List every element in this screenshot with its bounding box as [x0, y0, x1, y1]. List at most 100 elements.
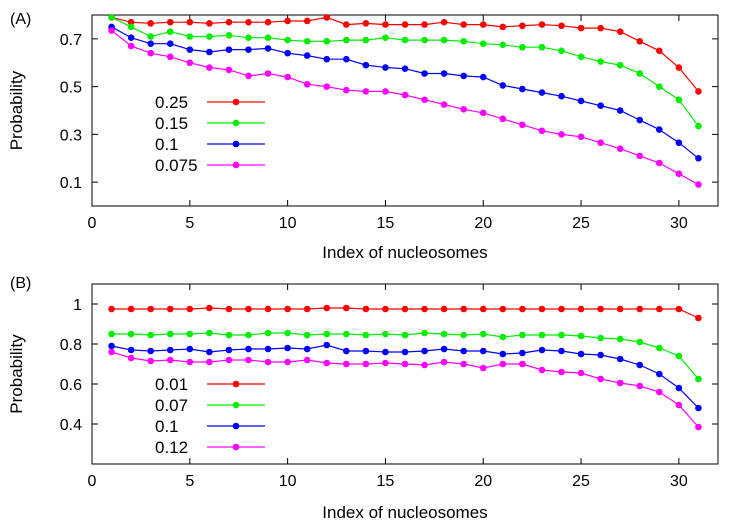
- plot-frame: [91, 14, 719, 207]
- data-point: [206, 329, 213, 337]
- data-point: [323, 55, 331, 63]
- x-tick-label: 20: [474, 473, 492, 490]
- legend-label: 0.1: [155, 135, 179, 154]
- plot-frame: [91, 283, 719, 465]
- data-point: [147, 347, 154, 355]
- data-point: [323, 341, 331, 349]
- data-point: [636, 338, 644, 346]
- data-point: [362, 20, 370, 27]
- y-tick-label: 0.3: [60, 127, 82, 144]
- data-point: [675, 139, 683, 147]
- data-point: [499, 360, 507, 368]
- legend-label: 0.12: [155, 438, 188, 457]
- data-point: [519, 331, 526, 339]
- data-point: [421, 36, 428, 44]
- legend-marker: [232, 140, 240, 148]
- legend-entry: 0.01: [155, 375, 265, 394]
- data-point: [382, 359, 389, 367]
- x-tick-label: 15: [377, 215, 395, 232]
- data-point: [186, 18, 194, 26]
- data-point: [186, 358, 194, 366]
- data-point: [499, 333, 507, 341]
- y-axis-label: Probability: [7, 70, 26, 150]
- data-point: [108, 348, 115, 356]
- data-point: [206, 348, 213, 356]
- data-point: [519, 360, 526, 368]
- series-line: [111, 332, 699, 380]
- data-point: [460, 360, 467, 368]
- data-point: [597, 351, 604, 359]
- data-point: [186, 59, 194, 67]
- data-point: [147, 20, 154, 27]
- data-point: [499, 23, 507, 31]
- data-point: [245, 72, 252, 80]
- data-point: [597, 334, 604, 342]
- data-point: [675, 401, 683, 409]
- data-point: [303, 305, 311, 313]
- data-point: [303, 52, 311, 59]
- series-0.01: [108, 304, 702, 322]
- legend-marker: [232, 119, 240, 127]
- series-0.075: [108, 27, 702, 188]
- data-point: [440, 305, 448, 313]
- y-axis-label: Probability: [7, 334, 26, 414]
- data-point: [206, 20, 213, 27]
- data-point: [479, 330, 487, 338]
- x-tick-label: 30: [670, 215, 688, 232]
- data-point: [362, 360, 370, 368]
- data-point: [284, 49, 291, 57]
- legend-entry: 0.1: [155, 417, 265, 436]
- data-point: [264, 34, 272, 41]
- data-point: [675, 64, 683, 71]
- data-point: [225, 305, 233, 313]
- data-point: [343, 55, 350, 63]
- legend-marker: [232, 401, 240, 409]
- data-point: [577, 350, 585, 358]
- data-point: [499, 305, 507, 313]
- data-point: [656, 370, 663, 378]
- data-point: [479, 73, 487, 81]
- data-point: [538, 305, 546, 313]
- data-point: [303, 37, 311, 45]
- data-point: [245, 305, 252, 313]
- data-point: [284, 36, 291, 44]
- data-point: [538, 127, 546, 135]
- data-point: [303, 80, 311, 88]
- y-tick-label: 0.4: [60, 417, 82, 434]
- data-point: [695, 154, 702, 162]
- data-point: [597, 375, 604, 383]
- data-point: [284, 329, 291, 337]
- data-point: [303, 356, 311, 364]
- data-point: [206, 304, 213, 312]
- x-tick-label: 10: [279, 215, 297, 232]
- data-point: [382, 348, 389, 356]
- data-point: [421, 21, 428, 28]
- data-point: [479, 109, 487, 117]
- legend-marker: [232, 380, 240, 388]
- data-point: [558, 305, 565, 313]
- data-point: [440, 358, 448, 366]
- legend-label: 0.075: [155, 156, 198, 175]
- data-point: [558, 22, 565, 30]
- x-tick-label: 20: [474, 215, 492, 232]
- data-point: [147, 357, 154, 365]
- data-point: [675, 170, 683, 178]
- data-point: [323, 14, 331, 21]
- data-point: [362, 36, 370, 44]
- data-point: [225, 66, 233, 74]
- series-0.25: [108, 14, 702, 95]
- x-tick-label: 5: [185, 473, 194, 490]
- data-point: [558, 368, 565, 376]
- x-tick-label: 25: [572, 215, 590, 232]
- data-point: [538, 366, 546, 374]
- data-point: [636, 305, 644, 313]
- data-point: [382, 34, 389, 41]
- data-point: [460, 347, 467, 355]
- data-point: [264, 329, 272, 337]
- data-point: [656, 159, 663, 167]
- data-point: [519, 349, 526, 357]
- data-point: [519, 305, 526, 313]
- legend-entry: 0.1: [155, 135, 265, 154]
